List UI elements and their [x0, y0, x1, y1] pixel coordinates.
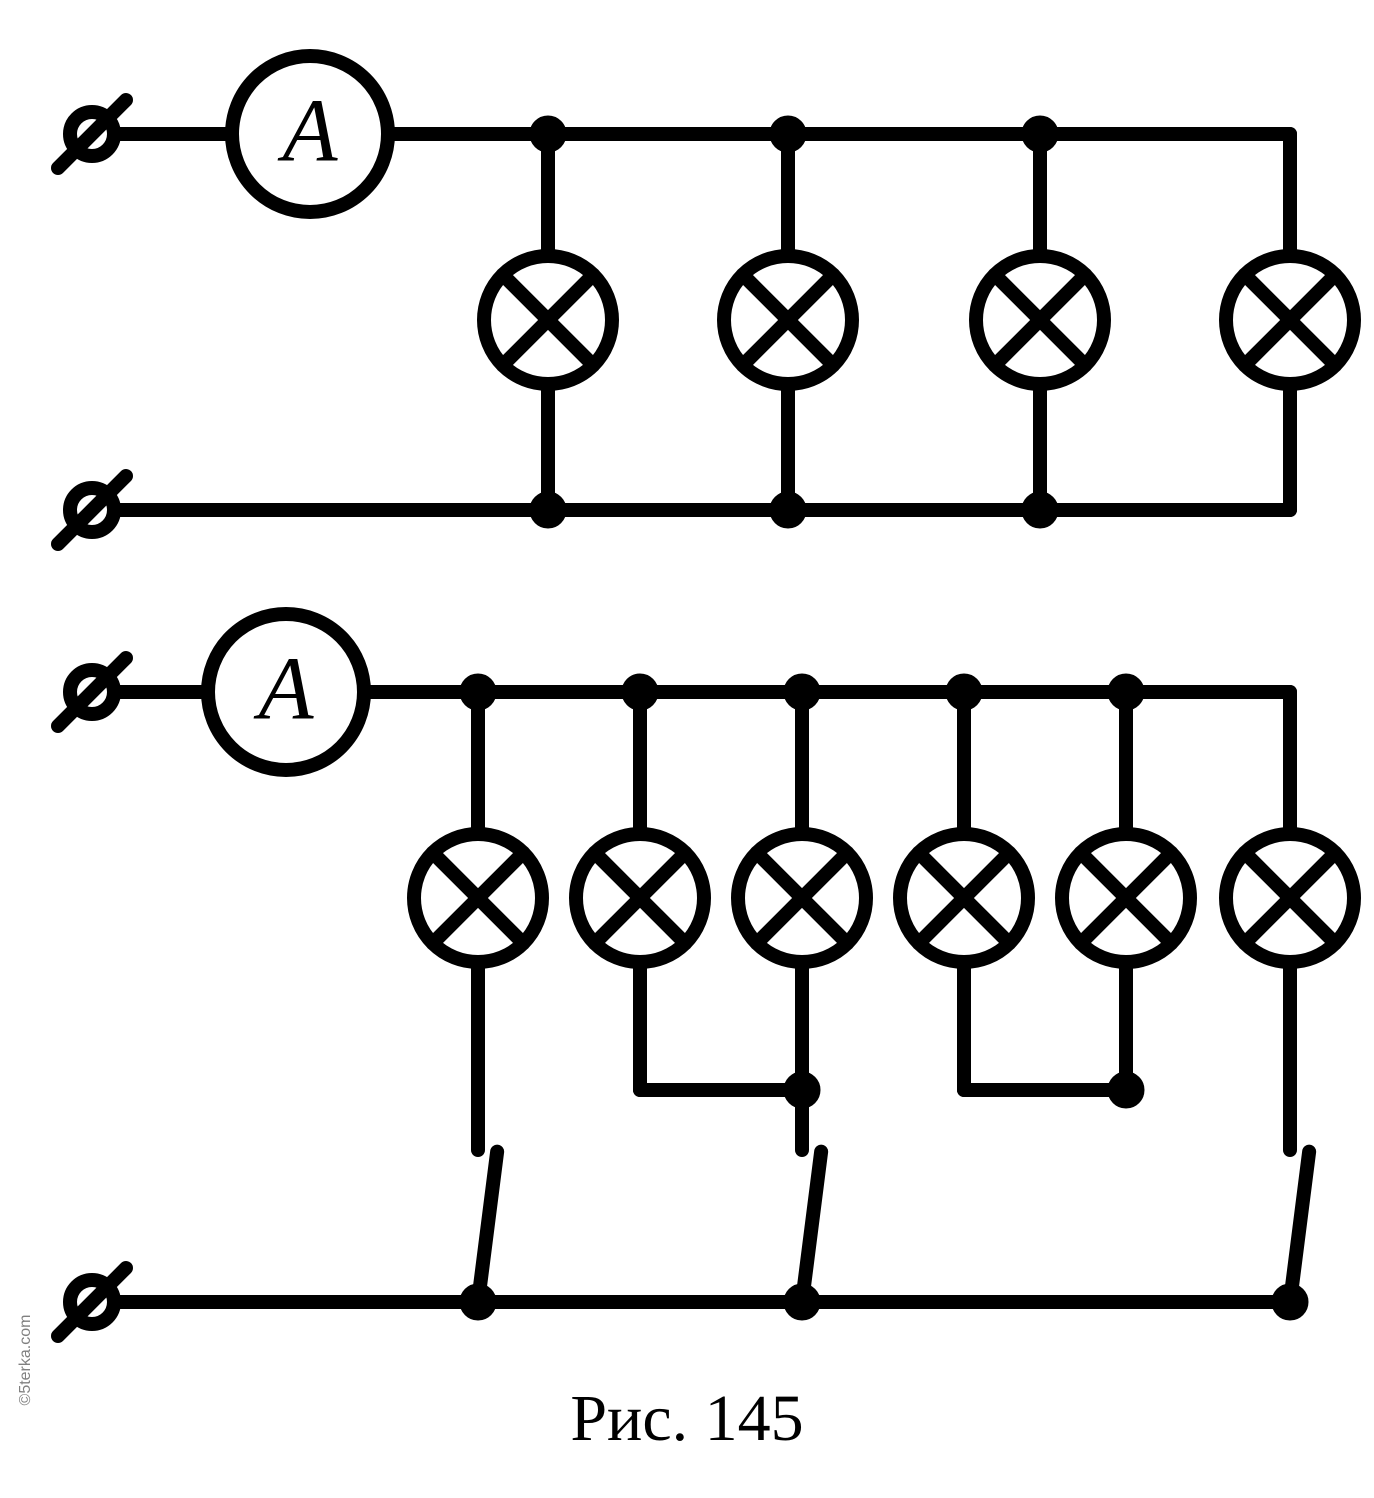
switch-arm	[802, 1152, 821, 1302]
ammeter-label: A	[254, 640, 315, 739]
ammeter-label: A	[278, 82, 339, 181]
junction-node	[1108, 1072, 1144, 1108]
switch-arm	[478, 1152, 497, 1302]
junction-node	[770, 116, 806, 152]
junction-node	[784, 1284, 820, 1320]
watermark: ©5terka.com	[17, 1315, 34, 1406]
junction-node	[530, 492, 566, 528]
junction-node	[530, 116, 566, 152]
junction-node	[1272, 1284, 1308, 1320]
junction-node	[460, 1284, 496, 1320]
junction-node	[1022, 492, 1058, 528]
junction-node	[1022, 116, 1058, 152]
figure-caption: Рис. 145	[570, 1382, 803, 1455]
junction-node	[770, 492, 806, 528]
switch-arm	[1290, 1152, 1309, 1302]
